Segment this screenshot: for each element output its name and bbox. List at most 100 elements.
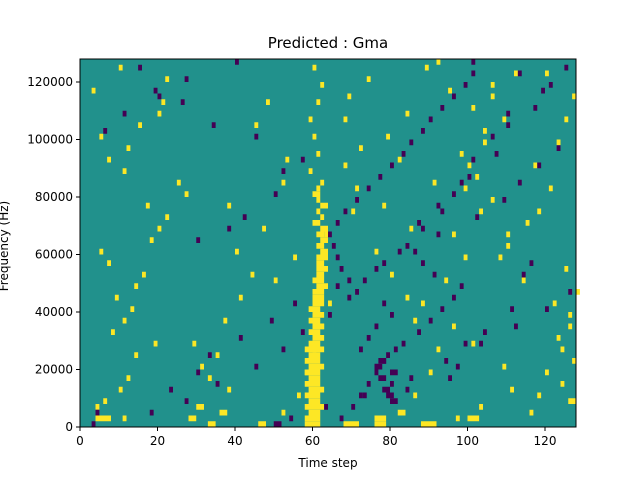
heatmap-cell-low (238, 335, 243, 341)
heatmap-cell-high (405, 110, 410, 117)
heatmap-cell-high (304, 415, 321, 422)
x-tick-label: 60 (305, 434, 320, 448)
heatmap-cell-high (165, 76, 170, 82)
heatmap-cell-low (413, 248, 418, 255)
chart-title: Predicted : Gma (268, 34, 388, 52)
heatmap-cell-low (378, 375, 387, 381)
heatmap-cell-low (490, 133, 495, 140)
heatmap-cell-high (320, 237, 328, 243)
heatmap-cell-low (378, 358, 387, 364)
heatmap-cell-low (517, 70, 522, 77)
heatmap-cell-high (347, 93, 352, 100)
heatmap-cell-high (316, 243, 325, 249)
heatmap-cell-low (328, 312, 332, 318)
heatmap-cell-low (545, 306, 549, 312)
heatmap-cell-low (359, 392, 363, 399)
heatmap-cell-low (366, 381, 371, 387)
heatmap-cell-high (467, 162, 472, 169)
heatmap-cell-high (432, 179, 437, 186)
heatmap-cell-high (374, 248, 379, 255)
heatmap-cell-low (514, 323, 518, 330)
heatmap-cell-high (479, 404, 483, 410)
heatmap-cell-low (95, 409, 100, 416)
heatmap-cell-low (374, 323, 379, 330)
heatmap-cell-high (308, 168, 313, 174)
heatmap-cell-low (351, 404, 356, 410)
heatmap-cell-high (207, 375, 212, 381)
heatmap-cell-high (572, 358, 576, 364)
heatmap-cell-low (455, 363, 460, 370)
heatmap-cell-low (417, 220, 421, 226)
heatmap-cell-high (304, 421, 321, 427)
heatmap-cell-low (463, 82, 468, 88)
x-axis-label: Time step (297, 456, 357, 470)
heatmap-cell-high (312, 294, 325, 301)
heatmap-cell-low (440, 306, 445, 312)
heatmap-cell-high (149, 237, 154, 243)
heatmap-cell-low (343, 208, 348, 215)
heatmap-cell-high (320, 202, 328, 209)
heatmap-cell-high (521, 277, 526, 284)
heatmap-cell-high (545, 70, 549, 77)
heatmap-cell-low (374, 266, 379, 272)
heatmap-cell-low (281, 168, 286, 174)
heatmap-cell-low (184, 76, 189, 82)
heatmap-cell-high (564, 116, 569, 123)
heatmap-cell-high (312, 220, 321, 226)
heatmap-cell-low (436, 202, 441, 209)
y-tick-label: 120000 (27, 75, 73, 89)
heatmap-cell-low (347, 277, 352, 284)
heatmap-cell-low (335, 220, 340, 226)
heatmap-cell-low (444, 358, 449, 364)
heatmap-cell-low (366, 185, 371, 192)
heatmap-cell-low (254, 133, 259, 140)
x-tick-label: 80 (382, 434, 397, 448)
heatmap-cell-high (448, 87, 452, 94)
heatmap-cell-high (343, 421, 359, 427)
heatmap-cell-low (335, 283, 340, 289)
heatmap-cell-high (219, 409, 228, 416)
heatmap-cell-high (483, 128, 487, 134)
heatmap-cell-high (436, 346, 441, 353)
heatmap-cell-high (366, 76, 371, 82)
heatmap-cell-low (196, 237, 201, 243)
heatmap-cell-high (308, 116, 313, 123)
heatmap-cell-high (312, 191, 321, 197)
heatmap-cell-high (444, 277, 449, 284)
heatmap-cell-low (397, 248, 402, 255)
heatmap-cell-high (452, 231, 456, 238)
heatmap-cell-high (568, 312, 573, 318)
heatmap-cell-high (316, 271, 325, 278)
heatmap-cell-high (157, 225, 162, 232)
heatmap-cell-low (293, 300, 297, 307)
heatmap-cell-high (308, 317, 321, 324)
heatmap-cell-high (459, 151, 464, 157)
heatmap-cell-low (153, 87, 158, 94)
heatmap-cell-low (463, 340, 468, 347)
heatmap-cell-low (436, 231, 441, 238)
heatmap-cell-low (169, 386, 173, 393)
y-tick-label: 80000 (35, 190, 73, 204)
heatmap-cell-low (448, 375, 452, 381)
heatmap-cell-high (184, 191, 189, 197)
heatmap-cell-low (355, 197, 359, 203)
heatmap-cell-low (227, 225, 232, 232)
heatmap-cell-low (324, 404, 328, 410)
heatmap-cell-high (475, 174, 480, 180)
heatmap-cell-high (316, 231, 325, 238)
heatmap-cell-high (304, 381, 321, 387)
heatmap-cell-high (316, 283, 328, 289)
heatmap-cell-high (502, 116, 507, 123)
heatmap-cell-high (316, 185, 321, 192)
heatmap-cell-high (95, 415, 111, 422)
heatmap-cell-high (304, 346, 325, 353)
heatmap-cell-high (428, 369, 433, 376)
heatmap-cell-low (196, 369, 201, 376)
heatmap-cell-low (390, 312, 394, 318)
heatmap-cell-low (382, 260, 387, 266)
heatmap-cell-low (386, 392, 394, 399)
heatmap-cell-high (207, 421, 216, 427)
heatmap-cell-high (308, 363, 325, 370)
heatmap-cell-high (483, 139, 487, 146)
plot-area (79, 58, 580, 428)
